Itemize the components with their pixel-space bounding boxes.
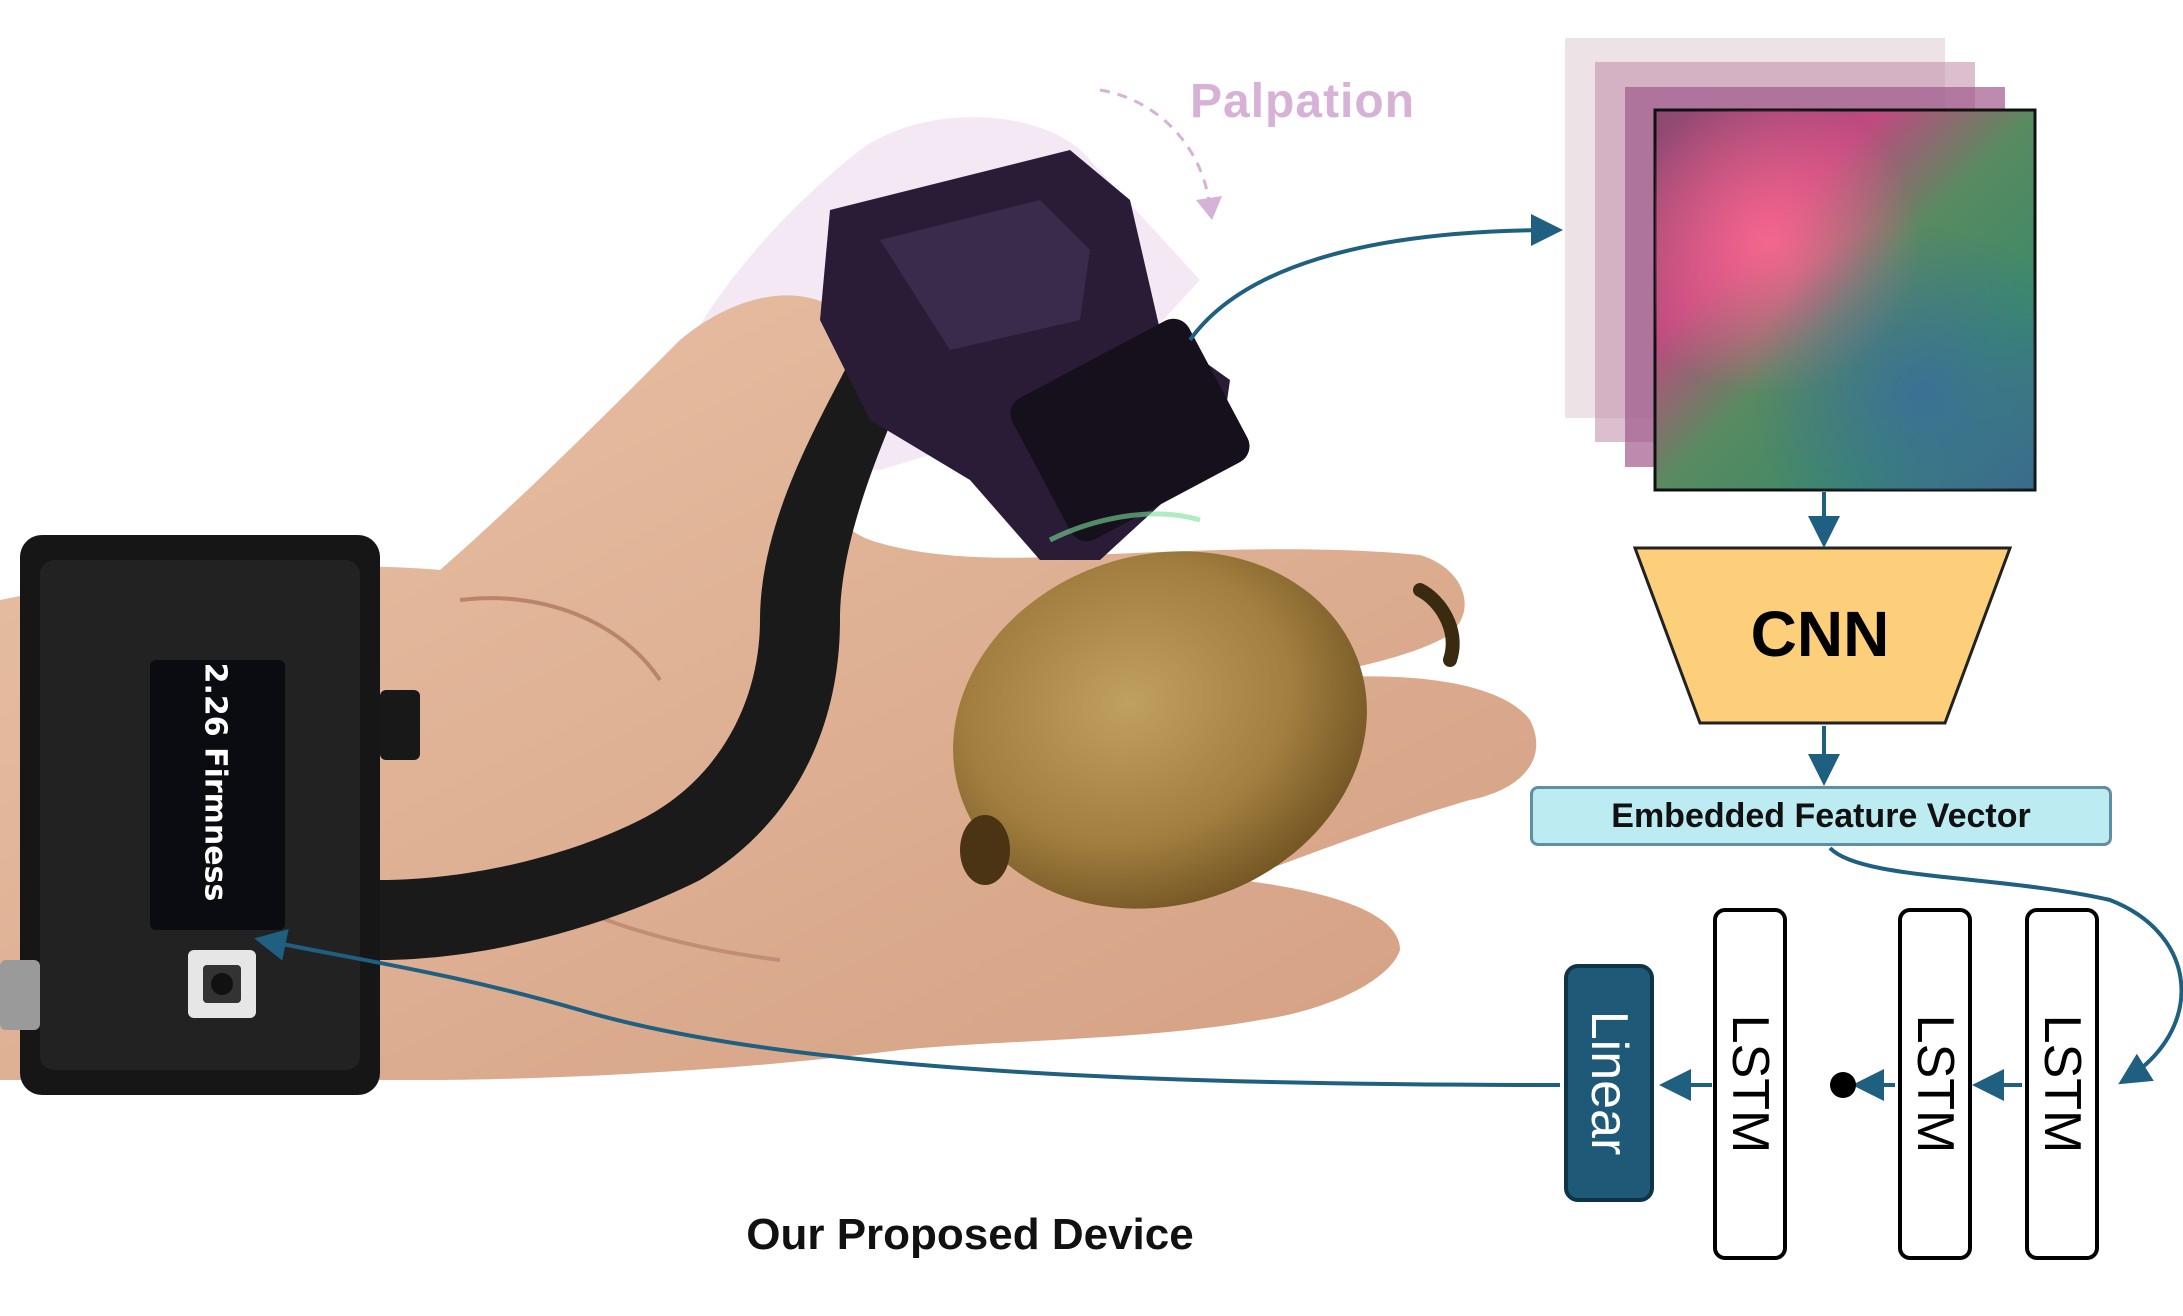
- figure-caption: Our Proposed Device: [746, 1210, 1194, 1259]
- palpation-dashed-arrow: [1099, 88, 1212, 211]
- tactile-sensor: [820, 150, 1250, 560]
- tactile-image-stack: [1565, 38, 2037, 492]
- arrow-sensor-to-image: [1188, 214, 1563, 342]
- embedded-feature-vector-box: Embedded Feature Vector: [1530, 786, 2112, 846]
- lstm-label-2: LSTM: [1906, 1014, 1964, 1154]
- cnn-label: CNN: [1750, 598, 1890, 670]
- linear-label: Linear: [1580, 1010, 1638, 1156]
- oled-readout: 2.26 Firmness: [197, 662, 233, 902]
- arrow-feature-to-lstm: [1828, 846, 2183, 1085]
- lstm-block-1: LSTM: [1713, 908, 1787, 1260]
- lstm-label-1: LSTM: [1721, 1014, 1779, 1154]
- kiwi: [953, 551, 1460, 909]
- lstm-block-3: LSTM: [2025, 908, 2099, 1260]
- wrist-unit: [0, 535, 420, 1095]
- oled-screen: [150, 660, 285, 930]
- palpation-arrowhead: [1196, 196, 1222, 220]
- linear-block: Linear: [1564, 964, 1654, 1202]
- lstm-label-3: LSTM: [2033, 1014, 2091, 1154]
- cnn-block: [1632, 546, 2013, 725]
- pipeline-arrows: [254, 214, 2183, 1101]
- sequence-ellipsis-dot: [1830, 1072, 1856, 1098]
- lstm-block-2: LSTM: [1898, 908, 1972, 1260]
- embedded-feature-vector-label: Embedded Feature Vector: [1611, 796, 2031, 835]
- palpation-label: Palpation: [1190, 75, 1416, 128]
- ribbon-cable: [380, 360, 900, 960]
- arrow-linear-to-device: [254, 929, 1561, 1087]
